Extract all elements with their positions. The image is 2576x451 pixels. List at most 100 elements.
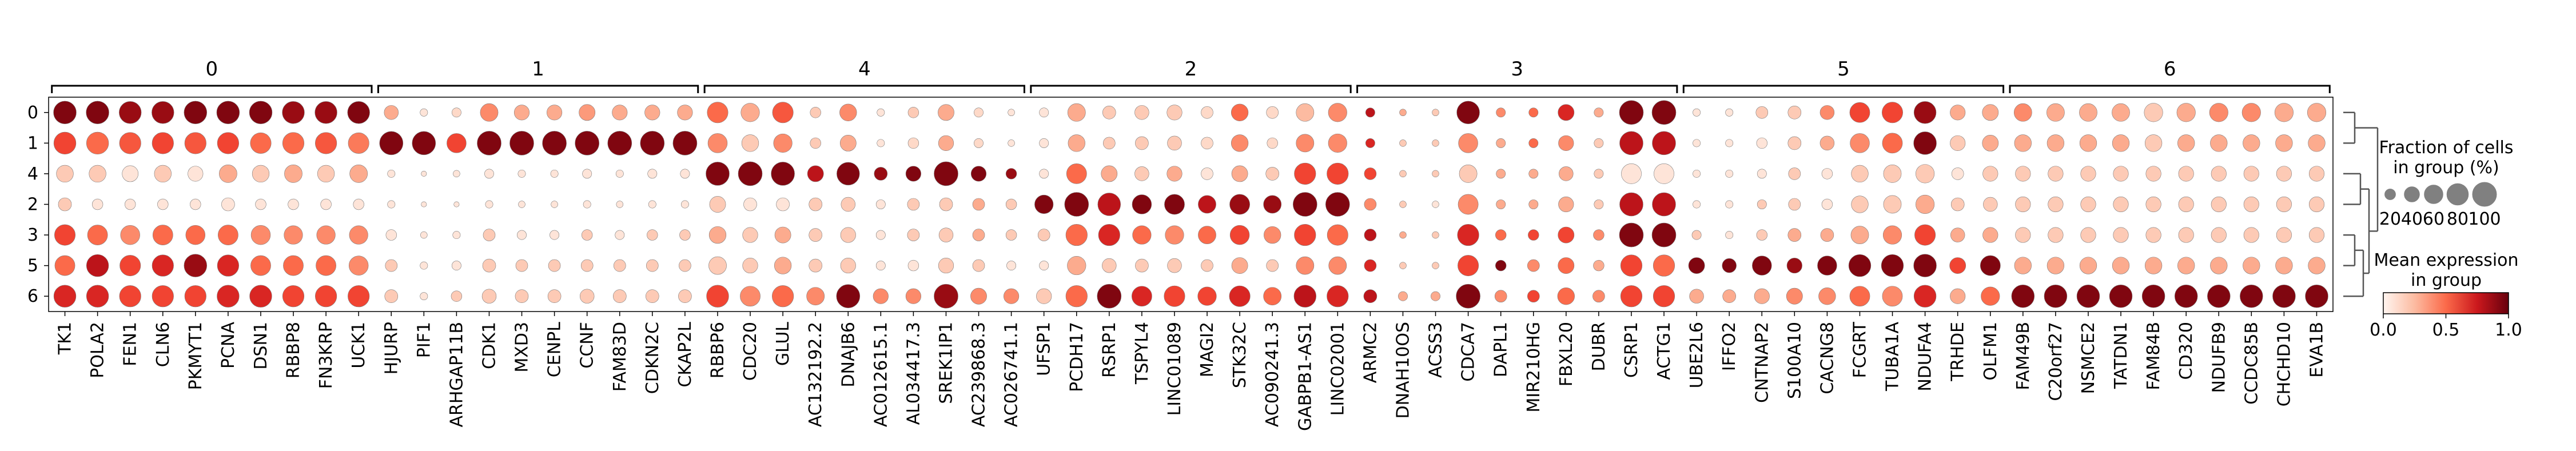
dot-6-CD320: [2174, 284, 2198, 308]
dot-4-CCDC85B: [2243, 166, 2259, 182]
dot-1-ARMC2: [1365, 138, 1375, 148]
gene-label-AC026741.1: AC026741.1: [1002, 322, 1022, 427]
dot-0-DUBR: [1594, 107, 1604, 118]
dot-4-IFFO2: [1725, 169, 1734, 178]
dot-4-FBXL20: [1559, 166, 1574, 181]
dot-4-TATDN1: [2113, 166, 2129, 182]
dot-2-GABPB1-AS1: [1293, 192, 1317, 217]
dot-0-TSPYL4: [1134, 105, 1149, 120]
dot-6-ARHGAP11B: [451, 290, 463, 302]
dot-5-RSRP1: [1102, 258, 1117, 273]
dot-1-NDUFB9: [2210, 134, 2228, 152]
dot-2-MAGI2: [1198, 195, 1216, 214]
dot-5-PIF1: [420, 261, 428, 270]
dot-1-UCK1: [348, 132, 369, 154]
dot-2-GLUL: [776, 197, 790, 211]
dot-5-CNTNAP2: [1752, 256, 1772, 276]
gene-label-TUBA1A: TUBA1A: [1883, 322, 1903, 392]
dot-3-IFFO2: [1725, 231, 1734, 240]
dot-3-AL034417.3: [907, 229, 920, 241]
dot-3-ARHGAP11B: [452, 231, 461, 240]
dot-2-AC090241.3: [1263, 195, 1282, 214]
dot-0-DSN1: [249, 101, 273, 125]
dot-6-ACSS3: [1431, 291, 1440, 301]
gene-label-RSRP1: RSRP1: [1100, 322, 1120, 378]
gene-label-LINC02001: LINC02001: [1328, 322, 1348, 416]
dot-4-DSN1: [252, 165, 270, 183]
dot-6-ARMC2: [1363, 289, 1377, 304]
dot-1-POLA2: [86, 131, 109, 155]
dot-3-FAM84B: [2145, 227, 2161, 243]
gene-label-FCGRT: FCGRT: [1850, 321, 1870, 378]
dot-6-CDK1: [481, 289, 497, 304]
dot-4-DUBR: [1594, 169, 1604, 179]
dot-3-CLN6: [152, 225, 173, 245]
gene-group-bracket: [1030, 85, 1352, 93]
dot-2-PCNA: [221, 197, 235, 211]
dot-6-FCGRT: [1849, 286, 1870, 307]
dot-3-CSRP1: [1619, 222, 1644, 248]
dot-2-PKMYT1: [190, 198, 201, 210]
dot-0-SREK1IP1: [938, 104, 954, 121]
dot-6-GLUL: [772, 285, 794, 308]
dot-3-UCK1: [349, 225, 368, 245]
dot-0-NDUFB9: [2209, 103, 2228, 122]
dot-3-AC132192.2: [809, 228, 822, 242]
dot-2-CDCA7: [1458, 194, 1479, 215]
dot-0-TRHDE: [1950, 105, 1966, 121]
dot-2-ARMC2: [1364, 198, 1377, 211]
dot-6-NSMCE2: [2076, 284, 2100, 308]
dot-4-CSRP1: [1621, 163, 1642, 184]
dot-6-CACNG8: [1818, 288, 1836, 305]
dot-1-NSMCE2: [2079, 134, 2097, 152]
gene-label-TK1: TK1: [55, 322, 75, 355]
gene-label-DUBR: DUBR: [1589, 322, 1609, 371]
dot-1-FN3KRP: [315, 132, 337, 154]
dot-1-AC026741.1: [1008, 139, 1015, 147]
dot-1-HJURP: [379, 131, 404, 155]
gene-label-AC012615.1: AC012615.1: [871, 322, 891, 427]
dot-0-AC239868.3: [974, 107, 984, 118]
gene-label-OLFM1: OLFM1: [1981, 322, 2001, 381]
colorbar-tick-label-1.0: 1.0: [2495, 320, 2522, 340]
dot-5-ACSS3: [1432, 262, 1439, 269]
dot-1-CDCA7: [1458, 133, 1478, 153]
dot-5-SREK1IP1: [938, 258, 954, 274]
dot-1-CLN6: [152, 132, 174, 154]
dot-6-FAM83D: [613, 289, 627, 304]
dot-6-DSN1: [249, 285, 272, 308]
dot-3-DSN1: [250, 225, 271, 245]
dot-6-AC012615.1: [873, 288, 889, 304]
dot-0-UCK1: [347, 101, 370, 124]
dot-1-AL034417.3: [907, 137, 919, 149]
group-label-1: 1: [27, 133, 38, 153]
dot-0-TUBA1A: [1882, 102, 1903, 123]
dot-6-RBBP8: [282, 285, 305, 308]
dot-4-CDCA7: [1459, 165, 1478, 183]
dot-2-CNTNAP2: [1757, 199, 1767, 209]
dot-5-EVA1B: [2308, 257, 2326, 274]
dot-5-POLA2: [86, 254, 109, 277]
dot-5-CDC20: [742, 258, 758, 274]
size-legend-dot-100: [2472, 182, 2497, 207]
dot-5-FCGRT: [1848, 254, 1872, 277]
dot-6-MXD3: [515, 289, 529, 304]
dot-6-MAGI2: [1197, 286, 1217, 306]
dot-2-DNAH10OS: [1399, 201, 1407, 208]
dot-2-FN3KRP: [320, 198, 332, 210]
dot-0-GLUL: [772, 102, 794, 123]
dot-5-PKMYT1: [184, 254, 208, 277]
dot-5-FAM49B: [2014, 257, 2032, 274]
dot-6-CENPL: [547, 289, 562, 304]
dot-6-FEN1: [119, 285, 141, 308]
dot-1-CCDC85B: [2243, 134, 2260, 152]
dot-3-FAM83D: [615, 230, 625, 240]
gene-label-GLUL: GLUL: [773, 322, 793, 366]
gene-label-TRHDE: TRHDE: [1948, 322, 1968, 382]
dot-4-GABPB1-AS1: [1294, 162, 1316, 185]
dot-5-FN3KRP: [316, 255, 336, 276]
dot-1-ARHGAP11B: [447, 133, 467, 153]
dot-4-AC132192.2: [807, 165, 824, 182]
gene-group-label-2: 2: [1185, 58, 1197, 81]
gene-group-brackets: 0 1 4 2 3 5 6: [51, 58, 2331, 93]
